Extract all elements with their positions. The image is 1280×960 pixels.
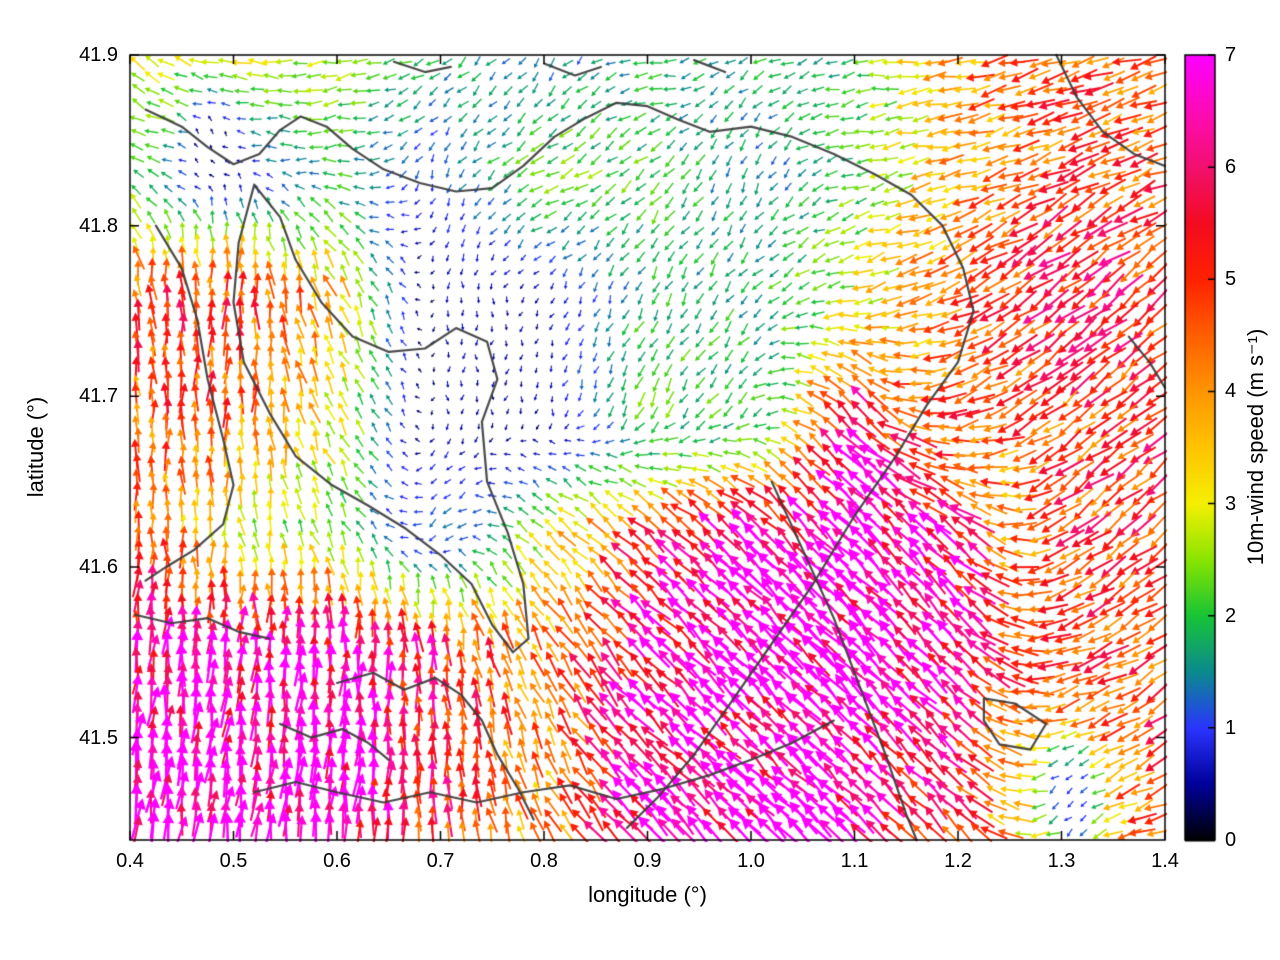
colorbar-tick-label: 4 <box>1225 380 1237 403</box>
y-axis-label: latitude (°) <box>23 396 48 498</box>
colorbar-tick-label: 3 <box>1225 492 1237 515</box>
colorbar-tick-label: 1 <box>1225 716 1237 739</box>
y-tick-label: 41.7 <box>79 385 118 408</box>
x-tick-label: 1.1 <box>840 850 869 872</box>
y-tick-label: 41.9 <box>79 44 118 66</box>
x-tick-label: 0.9 <box>633 850 662 872</box>
x-tick-label: 1.2 <box>944 850 972 872</box>
colorbar-tick-label: 6 <box>1225 156 1237 179</box>
x-tick-label: 0.8 <box>530 850 558 872</box>
colorbar-tick-label: 5 <box>1225 268 1237 291</box>
x-tick-label: 1.0 <box>737 850 765 872</box>
y-tick-label: 41.8 <box>79 214 118 237</box>
colorbar-label: 10m-wind speed (m s⁻¹) <box>1243 328 1268 566</box>
x-axis-label: longitude (°) <box>588 882 707 907</box>
colorbar-tick-label: 2 <box>1225 604 1237 627</box>
x-tick-label: 1.4 <box>1151 850 1179 872</box>
y-tick-label: 41.5 <box>79 726 118 749</box>
x-tick-label: 0.7 <box>426 850 455 872</box>
x-tick-label: 1.3 <box>1047 850 1076 872</box>
y-tick-label: 41.6 <box>79 555 118 578</box>
colorbar-tick-label: 0 <box>1225 829 1237 851</box>
x-tick-label: 0.4 <box>116 850 144 872</box>
x-tick-label: 0.6 <box>323 850 351 872</box>
x-tick-label: 0.5 <box>219 850 248 872</box>
colorbar-tick-label: 7 <box>1225 44 1237 66</box>
